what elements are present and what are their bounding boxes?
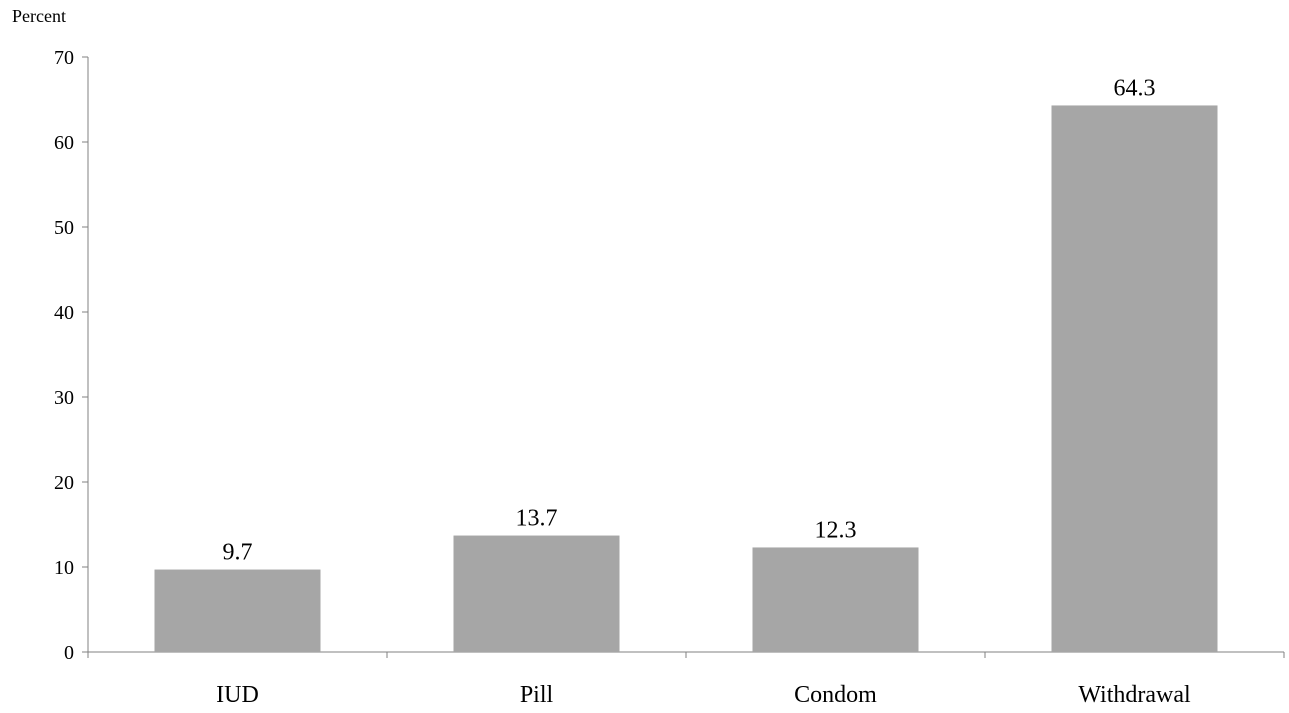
y-tick-label: 0 <box>64 642 74 664</box>
data-label: 9.7 <box>223 540 253 566</box>
y-tick-label: 10 <box>54 557 74 579</box>
data-label: 64.3 <box>1114 75 1156 101</box>
data-label: 12.3 <box>815 517 857 543</box>
y-tick-label: 60 <box>54 132 74 154</box>
y-tick-label: 50 <box>54 217 74 239</box>
x-category-label: IUD <box>216 682 259 708</box>
x-category-label: Withdrawal <box>1078 682 1191 708</box>
bar-withdrawal <box>1051 105 1218 652</box>
bar-pill <box>453 535 620 652</box>
bar-iud <box>154 569 321 652</box>
x-category-label: Pill <box>520 682 554 708</box>
y-tick-label: 30 <box>54 387 74 409</box>
y-axis-unit-label: Percent <box>12 6 66 26</box>
data-label: 13.7 <box>516 506 558 532</box>
bar-condom <box>752 547 919 652</box>
x-category-label: Condom <box>794 682 877 708</box>
y-tick-label: 20 <box>54 472 74 494</box>
y-tick-label: 70 <box>54 47 74 69</box>
y-tick-label: 40 <box>54 302 74 324</box>
